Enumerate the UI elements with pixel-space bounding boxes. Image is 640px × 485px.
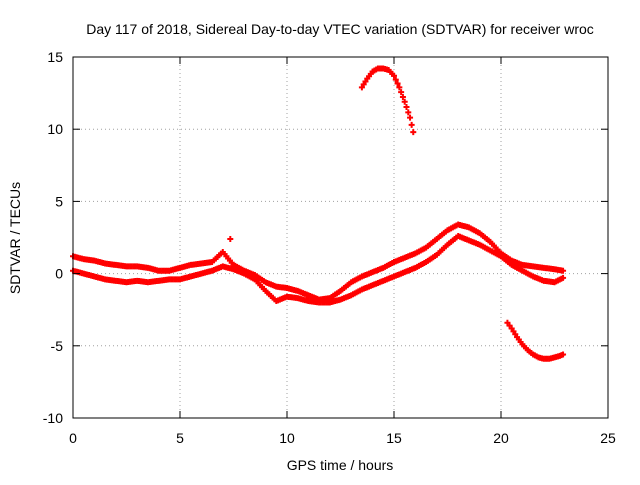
data-point bbox=[560, 351, 567, 358]
y-tick-label: 5 bbox=[55, 193, 63, 209]
chart-title: Day 117 of 2018, Sidereal Day-to-day VTE… bbox=[86, 21, 594, 37]
data-point bbox=[401, 98, 408, 105]
data-point bbox=[560, 267, 567, 274]
y-tick-label: -5 bbox=[51, 338, 64, 354]
y-tick-label: 10 bbox=[47, 121, 63, 137]
data-point bbox=[396, 84, 403, 91]
plot-frame bbox=[72, 56, 609, 419]
x-tick-label: 5 bbox=[176, 430, 184, 446]
data-point bbox=[403, 104, 410, 111]
y-axis-label: SDTVAR / TECUs bbox=[7, 182, 23, 294]
x-axis-label: GPS time / hours bbox=[287, 457, 394, 473]
data-point bbox=[405, 109, 412, 116]
x-tick-label: 15 bbox=[386, 430, 402, 446]
data-point bbox=[227, 235, 234, 242]
data-point bbox=[391, 72, 397, 79]
grid-layer bbox=[73, 57, 608, 418]
data-point bbox=[392, 76, 399, 83]
x-tick-label: 25 bbox=[600, 430, 616, 446]
data-point bbox=[407, 114, 414, 121]
data-point bbox=[410, 129, 417, 136]
x-tick-label: 0 bbox=[69, 430, 77, 446]
y-tick-label: 15 bbox=[47, 49, 63, 65]
y-tick-label: -10 bbox=[43, 410, 63, 426]
tick-layer: 0 5 10 15 20 25 -10 -5 0 5 10 15 bbox=[43, 49, 616, 446]
data-point bbox=[408, 121, 415, 128]
data-point bbox=[394, 80, 401, 87]
x-tick-label: 10 bbox=[279, 430, 295, 446]
x-tick-label: 20 bbox=[493, 430, 509, 446]
data-layer bbox=[70, 65, 567, 362]
data-point bbox=[398, 89, 405, 96]
y-tick-label: 0 bbox=[55, 266, 63, 282]
data-point bbox=[560, 274, 567, 281]
data-point bbox=[399, 93, 406, 100]
